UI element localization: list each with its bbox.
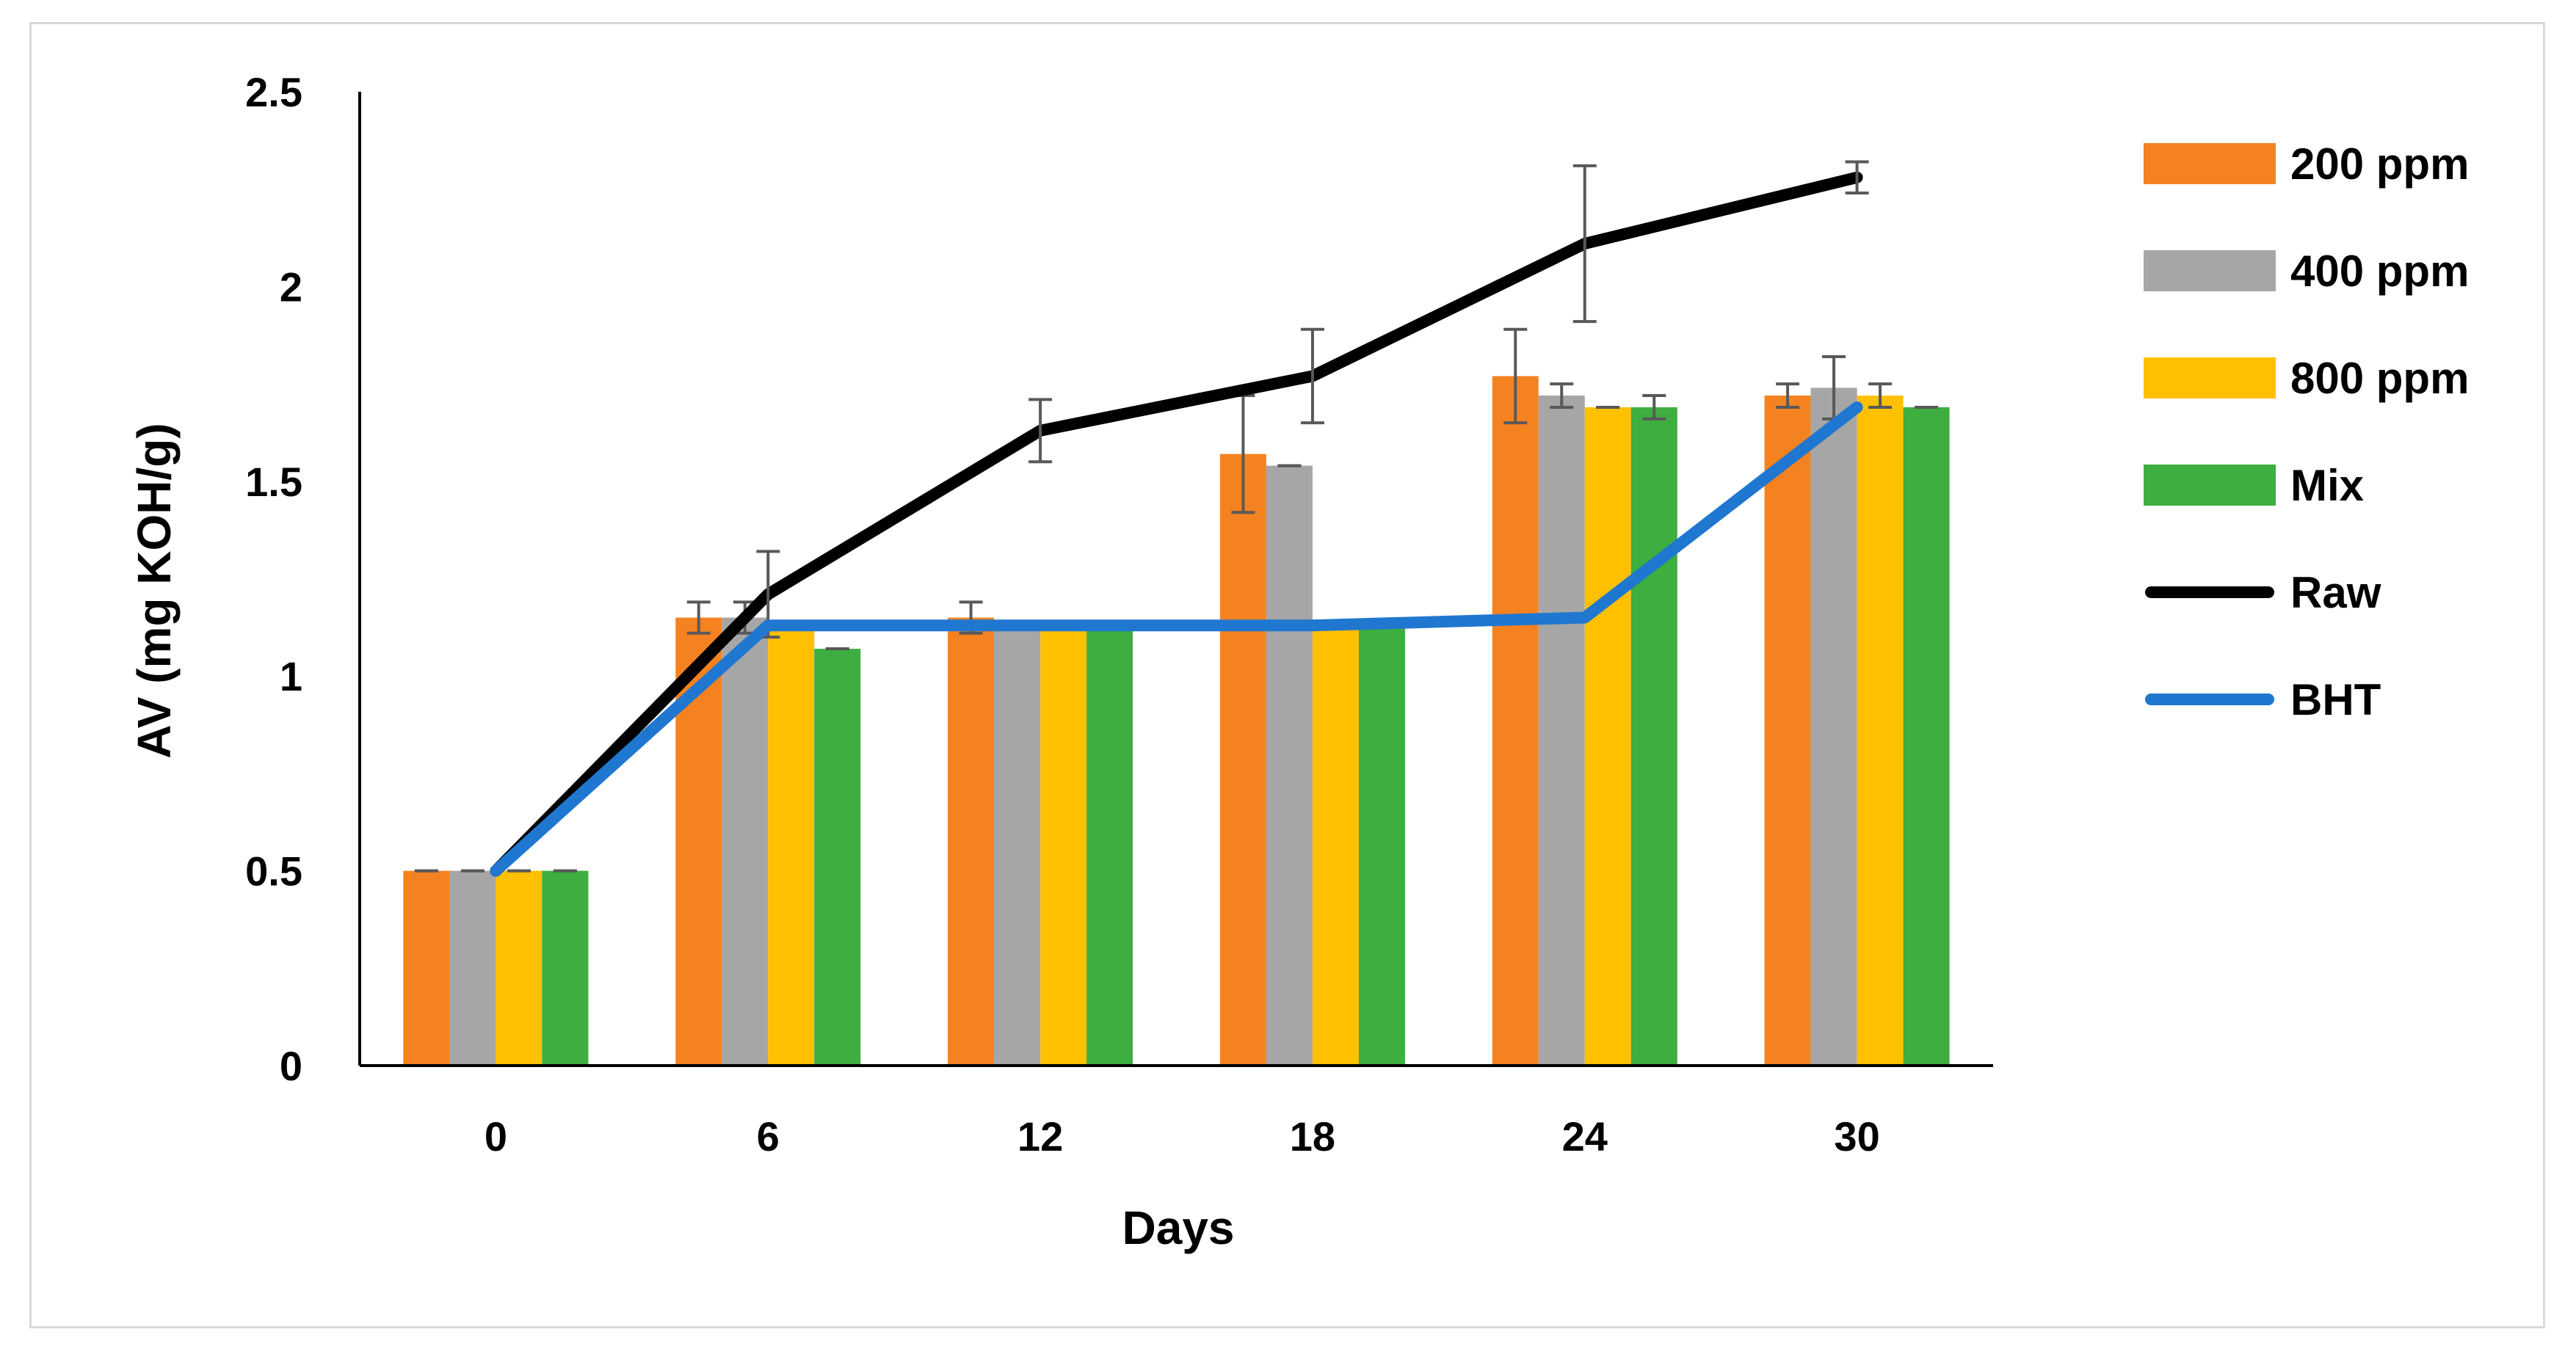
- bar-800-ppm: [768, 625, 815, 1066]
- legend-item: 800 ppm: [2144, 354, 2469, 403]
- bar-400-ppm: [1266, 465, 1313, 1066]
- bar-200-ppm: [1492, 376, 1539, 1066]
- bar-800-ppm: [496, 870, 543, 1066]
- line-bht: [490, 401, 1863, 877]
- legend: 200 ppm 400 ppm 800 ppm Mix Raw BHT: [2144, 139, 2469, 724]
- bar-800-ppm: [1312, 625, 1359, 1066]
- bar-400-ppm: [994, 625, 1041, 1066]
- x-tick-label: 24: [1562, 1113, 1608, 1160]
- errorbars-layer: [414, 327, 1939, 873]
- y-axis-title: AV (mg KOH/g): [128, 423, 181, 758]
- legend-swatch: [2144, 465, 2276, 506]
- legend-swatch: [2144, 143, 2276, 184]
- legend-label: Mix: [2290, 461, 2364, 510]
- x-tick-labels: 0 6 12 18 24 30: [485, 1113, 1880, 1160]
- legend-item: 200 ppm: [2144, 139, 2469, 189]
- bar-200-ppm: [1219, 454, 1266, 1066]
- bar-400-ppm: [1810, 387, 1857, 1066]
- bar-mix: [1358, 625, 1405, 1066]
- bar-200-ppm: [948, 617, 995, 1066]
- line-error-bar: [1028, 398, 1053, 464]
- legend-item: 400 ppm: [2144, 247, 2469, 296]
- x-axis-title: Days: [1122, 1201, 1235, 1254]
- bar-mix: [814, 649, 861, 1066]
- bar-400-ppm: [722, 617, 769, 1066]
- y-tick-label: 1: [280, 653, 302, 699]
- bars-layer: [403, 376, 1950, 1066]
- y-tick-label: 1.5: [245, 459, 302, 505]
- y-tick-labels: 0 0.5 1 1.5 2 2.5: [245, 69, 302, 1089]
- x-tick-label: 0: [485, 1113, 507, 1160]
- legend-label: 400 ppm: [2290, 247, 2469, 296]
- line-error-bar: [1300, 327, 1324, 425]
- x-tick-label: 18: [1290, 1113, 1335, 1160]
- line-error-bar: [1572, 164, 1597, 324]
- legend-label: 800 ppm: [2290, 354, 2469, 403]
- y-tick-label: 0: [280, 1043, 302, 1089]
- legend-item: BHT: [2145, 675, 2381, 724]
- bar-mix: [542, 870, 589, 1066]
- chart-frame: [29, 22, 2545, 1328]
- bar-mix: [1630, 407, 1677, 1066]
- axes-layer: [358, 92, 1993, 1067]
- bar-error-bar: [1503, 327, 1528, 425]
- legend-label: BHT: [2290, 675, 2381, 724]
- bar-800-ppm: [1040, 625, 1087, 1066]
- x-tick-label: 6: [757, 1113, 780, 1160]
- x-tick-label: 30: [1834, 1113, 1879, 1160]
- y-tick-label: 2.5: [245, 69, 302, 115]
- bar-error-bar: [1776, 382, 1800, 409]
- y-tick-label: 0.5: [245, 848, 302, 895]
- y-tick-label: 2: [280, 263, 302, 310]
- bar-800-ppm: [1584, 407, 1631, 1066]
- line-raw: [490, 171, 1863, 877]
- bar-error-bar: [1868, 382, 1893, 409]
- bar-200-ppm: [403, 870, 450, 1066]
- bar-mix: [1903, 407, 1950, 1066]
- bar-mix: [1086, 625, 1133, 1066]
- legend-label: 200 ppm: [2290, 139, 2469, 189]
- legend-label: Raw: [2290, 568, 2381, 617]
- bar-400-ppm: [1538, 396, 1585, 1066]
- line-error-bar: [1845, 160, 1869, 195]
- bar-error-bar: [1550, 382, 1574, 409]
- legend-item: Raw: [2145, 568, 2381, 617]
- bar-error-bar: [686, 600, 711, 635]
- legend-swatch: [2144, 357, 2276, 398]
- lines-layer: [490, 160, 1869, 877]
- legend-swatch: [2144, 250, 2276, 291]
- bar-200-ppm: [1764, 396, 1811, 1066]
- bar-400-ppm: [449, 870, 496, 1066]
- bar-error-bar: [1642, 394, 1666, 421]
- legend-item: Mix: [2144, 461, 2364, 510]
- x-tick-label: 12: [1017, 1113, 1063, 1160]
- bar-800-ppm: [1857, 396, 1904, 1066]
